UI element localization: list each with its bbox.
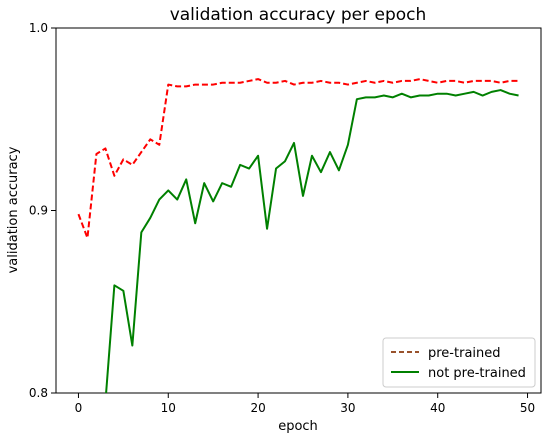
series-layer — [77, 78, 519, 393]
x-tick-label: 0 — [75, 401, 83, 415]
x-tick-label: 10 — [161, 401, 176, 415]
legend-pre-trained-label: pre-trained — [428, 346, 501, 361]
x-tick-label: 30 — [340, 401, 355, 415]
legend-not-pre-trained-label: not pre-trained — [428, 366, 526, 381]
x-tick-label: 40 — [430, 401, 445, 415]
series-pre-trained-line — [77, 78, 519, 239]
x-axis-ticks: 0 10 20 30 40 50 — [75, 393, 535, 415]
y-tick-label: 0.9 — [29, 204, 48, 218]
series-not-pre-trained-line — [105, 89, 519, 393]
x-tick-label: 20 — [250, 401, 265, 415]
chart-title: validation accuracy per epoch — [170, 5, 427, 25]
legend-box — [382, 337, 536, 388]
y-tick-label: 1.0 — [29, 21, 48, 35]
y-tick-label: 0.8 — [29, 386, 48, 400]
y-axis-label: validation accuracy — [6, 146, 21, 273]
x-tick-label: 50 — [520, 401, 535, 415]
legend: pre-trained not pre-trained — [382, 337, 536, 388]
y-axis-ticks: 0.8 0.9 1.0 — [29, 21, 56, 400]
plot-area — [55, 27, 542, 394]
x-axis-label: epoch — [278, 419, 318, 434]
